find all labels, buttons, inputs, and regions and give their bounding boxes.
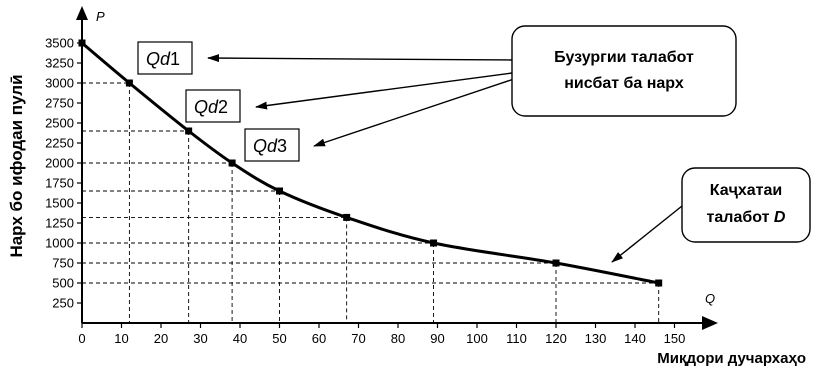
x-tick-label: 40 [233,331,247,346]
x-axis-label: Миқдори дучархаҳо [657,350,806,367]
y-tick-label: 3000 [45,76,74,91]
data-point [430,239,438,247]
y-ticks: 250 500 750 1000 1250 1500 1750 2000 2250 2500 275… [45,36,82,311]
demand-curve-callout-line1: Каҷхатаи [710,182,783,199]
demand-curve-callout-box [681,167,811,243]
y-tick-label: 1000 [45,236,74,251]
x-tick-label: 0 [78,331,85,346]
x-axis-letter: Q [705,291,715,306]
demand-curve-line [81,41,659,285]
x-tick-label: 50 [272,331,286,346]
x-tick-label: 30 [193,331,207,346]
qd2-label: Qd2 [194,97,228,117]
x-tick-label: 150 [664,331,686,346]
data-point [276,187,283,195]
qd1-box [137,41,193,75]
x-tick-label: 130 [585,331,607,346]
x-axis-arrow-icon [702,316,718,330]
x-tick-label: 110 [506,331,527,346]
y-tick-label: 250 [52,296,74,311]
elasticity-callout-box [511,25,737,117]
y-tick-label: 3250 [45,56,74,71]
data-point [185,127,193,135]
data-point [228,159,236,167]
arrow-to-qd1 [207,54,513,63]
x-tick-label: 70 [351,331,365,346]
y-tick-label: 2250 [45,136,74,151]
y-axis-letter: P [96,9,105,24]
x-tick-label: 120 [545,331,567,346]
arrow-to-curve [611,205,683,263]
qd3-label: Qd3 [253,136,287,156]
y-tick-label: 1750 [45,176,74,191]
x-tick-label: 60 [312,331,326,346]
demand-curve-callout-line2: талабот D [707,209,786,226]
y-axis-arrow-icon [76,6,88,20]
x-tick-label: 10 [114,331,128,346]
y-tick-label: 1250 [45,216,74,231]
y-tick-label: 500 [52,276,74,291]
x-tick-label: 20 [154,331,168,346]
y-tick-label: 3500 [45,36,74,51]
data-point [655,279,663,287]
demand-series [78,39,663,287]
x-ticks: 0 10 20 30 40 50 60 70 80 90 100 110 120 130 140 150 [78,323,685,346]
arrow-to-qd2 [255,72,513,110]
data-point [343,213,351,221]
x-tick-label: 90 [430,331,444,346]
x-tick-label: 80 [391,331,405,346]
qd1-label: Qd1 [146,49,180,69]
y-axis-label: Нарх бо ифодаи пулӣ [7,74,26,257]
data-point [552,259,560,267]
qd3-box [244,128,300,162]
elasticity-callout-line2: нисбат ба нарх [564,75,684,92]
data-point [78,39,86,47]
y-tick-label: 1500 [45,196,74,211]
y-tick-label: 750 [52,256,74,271]
arrow-to-qd3 [313,78,515,147]
x-tick-label: 140 [624,331,646,346]
dashed-guides [82,82,660,323]
y-tick-label: 2750 [45,96,74,111]
x-tick-label: 100 [466,331,488,346]
y-tick-label: 2000 [45,156,74,171]
y-tick-label: 2500 [45,116,74,131]
qd2-box [185,89,241,123]
data-point [125,79,133,87]
elasticity-callout-line1: Бузургии талабот [554,49,694,66]
